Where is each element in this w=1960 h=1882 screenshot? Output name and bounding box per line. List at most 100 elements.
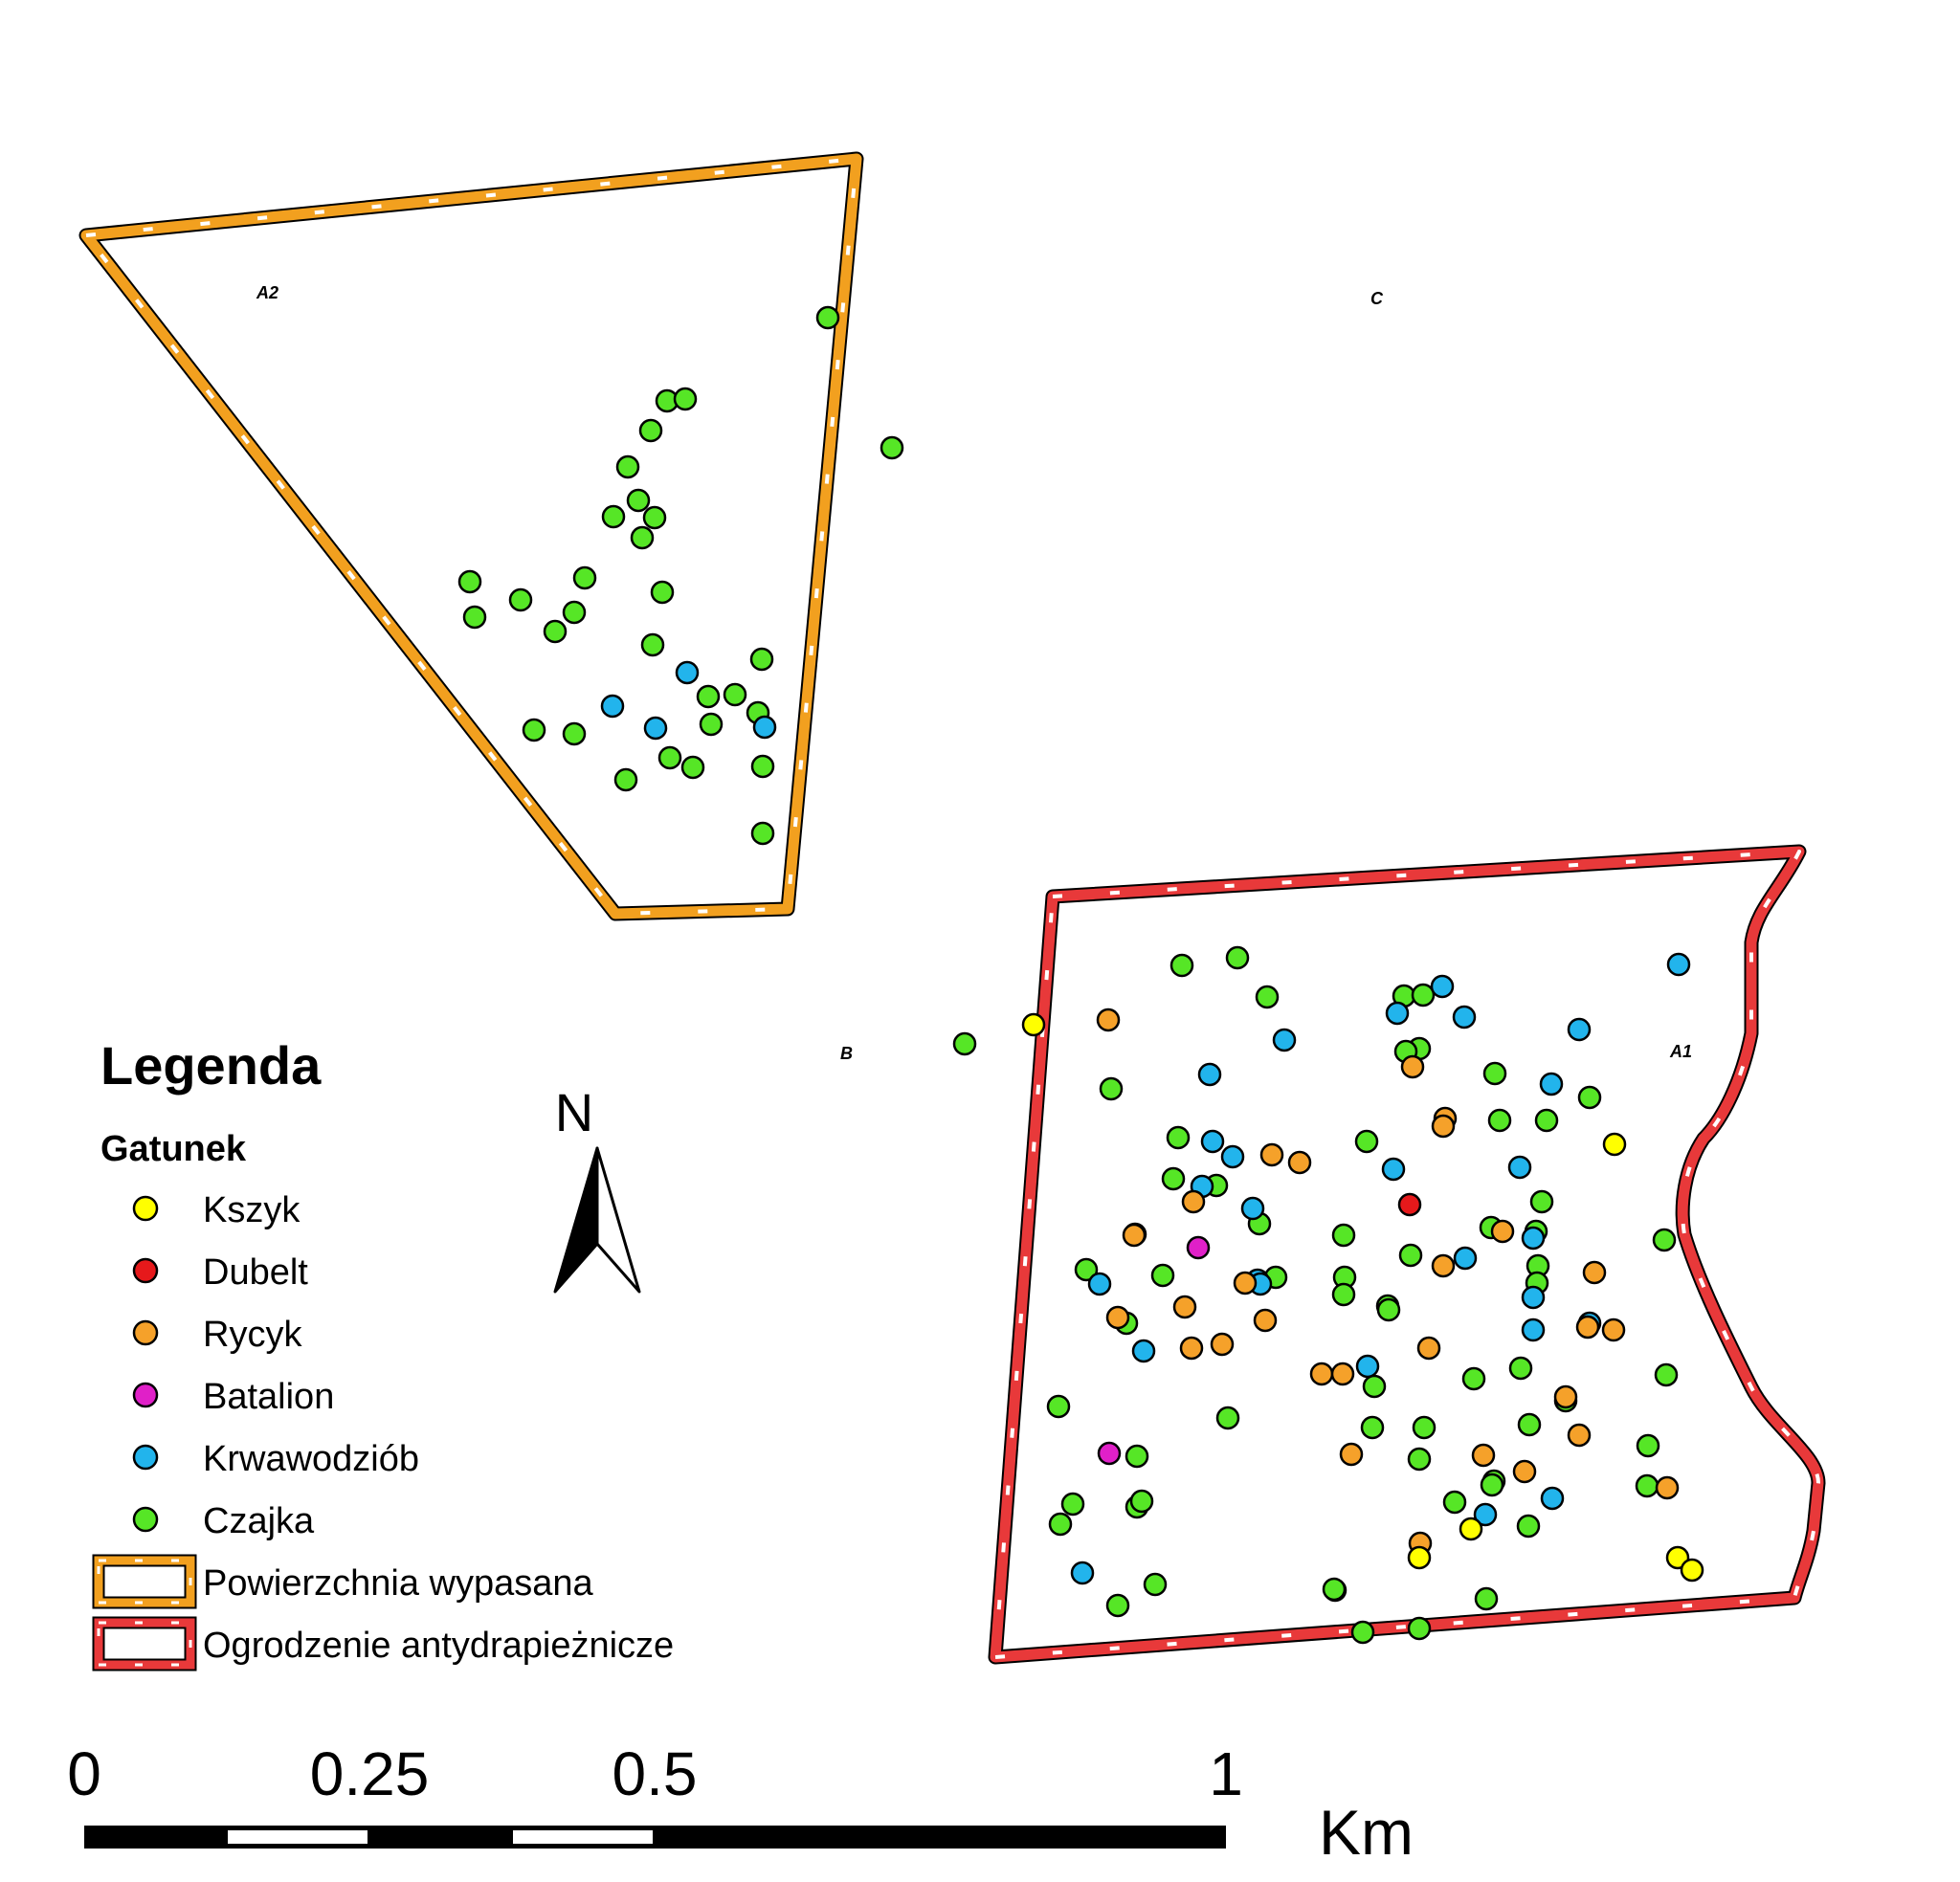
observation-point-krwawodziob <box>1131 1339 1156 1363</box>
observation-point-czajka <box>696 684 721 709</box>
observation-point-czajka <box>1360 1415 1385 1440</box>
observation-point-krwawodziob <box>1521 1285 1546 1310</box>
north-arrow-light-half <box>595 1146 641 1294</box>
observation-point-czajka <box>1442 1490 1467 1515</box>
observation-point-rycyk <box>1339 1442 1364 1467</box>
observation-point-czajka <box>1105 1593 1130 1618</box>
observation-point-czajka <box>1099 1076 1124 1101</box>
observation-point-czajka <box>1362 1374 1387 1399</box>
observation-point-czajka <box>562 721 587 746</box>
observation-point-rycyk <box>1512 1459 1537 1484</box>
observation-point-czajka <box>1060 1492 1085 1517</box>
observation-point-krwawodziob <box>1385 1001 1410 1026</box>
observation-point-krwawodziob <box>1200 1129 1225 1154</box>
north-arrow: N <box>553 1082 641 1294</box>
legend-label-batalion: Batalion <box>203 1377 334 1417</box>
observation-point-rycyk <box>1179 1336 1204 1361</box>
observation-point-kszyk <box>1459 1517 1483 1541</box>
observation-point-krwawodziob <box>1473 1502 1498 1527</box>
observation-point-czajka <box>1487 1108 1512 1133</box>
observation-point-czajka <box>1652 1228 1677 1252</box>
observation-point-dubelt <box>1397 1192 1422 1217</box>
observation-point-czajka <box>1046 1394 1071 1419</box>
observation-point-rycyk <box>1416 1336 1441 1361</box>
observation-point-czajka <box>750 821 775 846</box>
observation-point-czajka <box>1225 945 1250 970</box>
observation-point-krwawodziob <box>1452 1005 1477 1030</box>
observation-point-krwawodziob <box>1521 1317 1546 1342</box>
observation-point-krwawodziob <box>1240 1196 1265 1221</box>
plot-a2-boundary <box>78 151 864 921</box>
observation-point-rycyk <box>1582 1260 1607 1285</box>
observation-point-batalion <box>1186 1235 1211 1260</box>
legend-label-dubelt: Dubelt <box>203 1252 308 1293</box>
observation-point-rycyk <box>1431 1253 1456 1278</box>
observation-point-czajka <box>1529 1189 1554 1214</box>
observation-point-czajka <box>1143 1572 1168 1597</box>
observation-point-krwawodziob <box>1540 1486 1565 1511</box>
observation-point-rycyk <box>1096 1007 1121 1032</box>
north-arrow-letter: N <box>555 1082 593 1142</box>
legend-symbol-batalion <box>132 1382 159 1408</box>
legend-symbol-grazed-area <box>92 1554 197 1609</box>
observation-point-czajka <box>1398 1243 1423 1268</box>
observation-point-czajka <box>1161 1166 1186 1191</box>
observation-point-rycyk <box>1253 1308 1278 1333</box>
observation-point-czajka <box>630 525 655 550</box>
observation-point-czajka <box>1407 1447 1432 1472</box>
legend-symbol-kszyk <box>132 1195 159 1222</box>
observation-point-krwawodziob <box>1521 1226 1546 1251</box>
observation-point-czajka <box>1534 1108 1559 1133</box>
observation-point-krwawodziob <box>1539 1072 1564 1096</box>
scale-label-1: 1 <box>1209 1739 1243 1808</box>
plot-a1-boundary <box>988 844 1826 1665</box>
observation-point-rycyk <box>1259 1142 1284 1167</box>
observation-point-czajka <box>1480 1472 1504 1497</box>
observation-point-czajka <box>642 505 667 530</box>
observation-point-czajka <box>572 565 597 590</box>
observation-point-czajka <box>615 454 640 479</box>
observation-point-czajka <box>1048 1512 1073 1537</box>
observation-point-krwawodziob <box>675 660 700 685</box>
observation-point-czajka <box>1169 953 1194 978</box>
observation-point-krwawodziob <box>1355 1354 1380 1379</box>
observation-point-czajka <box>522 718 546 742</box>
observation-point-krwawodziob <box>1567 1017 1592 1042</box>
legend-symbol-krwawodziob <box>132 1444 159 1471</box>
observation-point-batalion <box>1097 1441 1122 1466</box>
legend-label-kszyk: Kszyk <box>203 1190 301 1230</box>
observation-point-rycyk <box>1471 1443 1496 1468</box>
observation-point-czajka <box>749 647 774 672</box>
observation-point-czajka <box>657 745 682 770</box>
observation-point-krwawodziob <box>1220 1144 1245 1169</box>
observation-point-rycyk <box>1400 1054 1425 1079</box>
observation-point-czajka <box>1474 1586 1499 1611</box>
scale-bar-segment-white-2 <box>513 1830 653 1844</box>
observation-point-czajka <box>1376 1297 1401 1322</box>
observation-point-czajka <box>508 587 533 612</box>
scale-bar-segment-white-1 <box>228 1830 368 1844</box>
observation-point-czajka <box>1636 1433 1660 1458</box>
observation-point-czajka <box>723 682 747 707</box>
legend-symbol-rycyk <box>132 1319 159 1346</box>
observation-point-czajka <box>462 605 487 630</box>
observation-point-czajka <box>1461 1366 1486 1391</box>
observation-point-krwawodziob <box>1666 952 1691 977</box>
observation-point-czajka <box>680 755 705 780</box>
observation-point-czajka <box>1412 1415 1437 1440</box>
observation-point-krwawodziob <box>1070 1561 1095 1585</box>
observation-point-czajka <box>1577 1085 1602 1110</box>
observation-point-krwawodziob <box>1430 974 1455 999</box>
north-arrow-dark-half <box>553 1146 599 1294</box>
observation-point-rycyk <box>1330 1362 1355 1386</box>
observation-point-rycyk <box>1210 1332 1235 1357</box>
observation-point-rycyk <box>1655 1475 1680 1500</box>
legend-label-czajka: Czajka <box>203 1501 315 1541</box>
observation-point-rycyk <box>1431 1114 1456 1139</box>
observation-point-czajka <box>613 767 638 792</box>
observation-point-czajka <box>1350 1620 1375 1645</box>
legend: Legenda Gatunek Kszyk Dubelt Rycyk Batal… <box>92 1035 674 1672</box>
observation-point-czajka <box>750 754 775 779</box>
observation-points <box>457 305 1704 1645</box>
